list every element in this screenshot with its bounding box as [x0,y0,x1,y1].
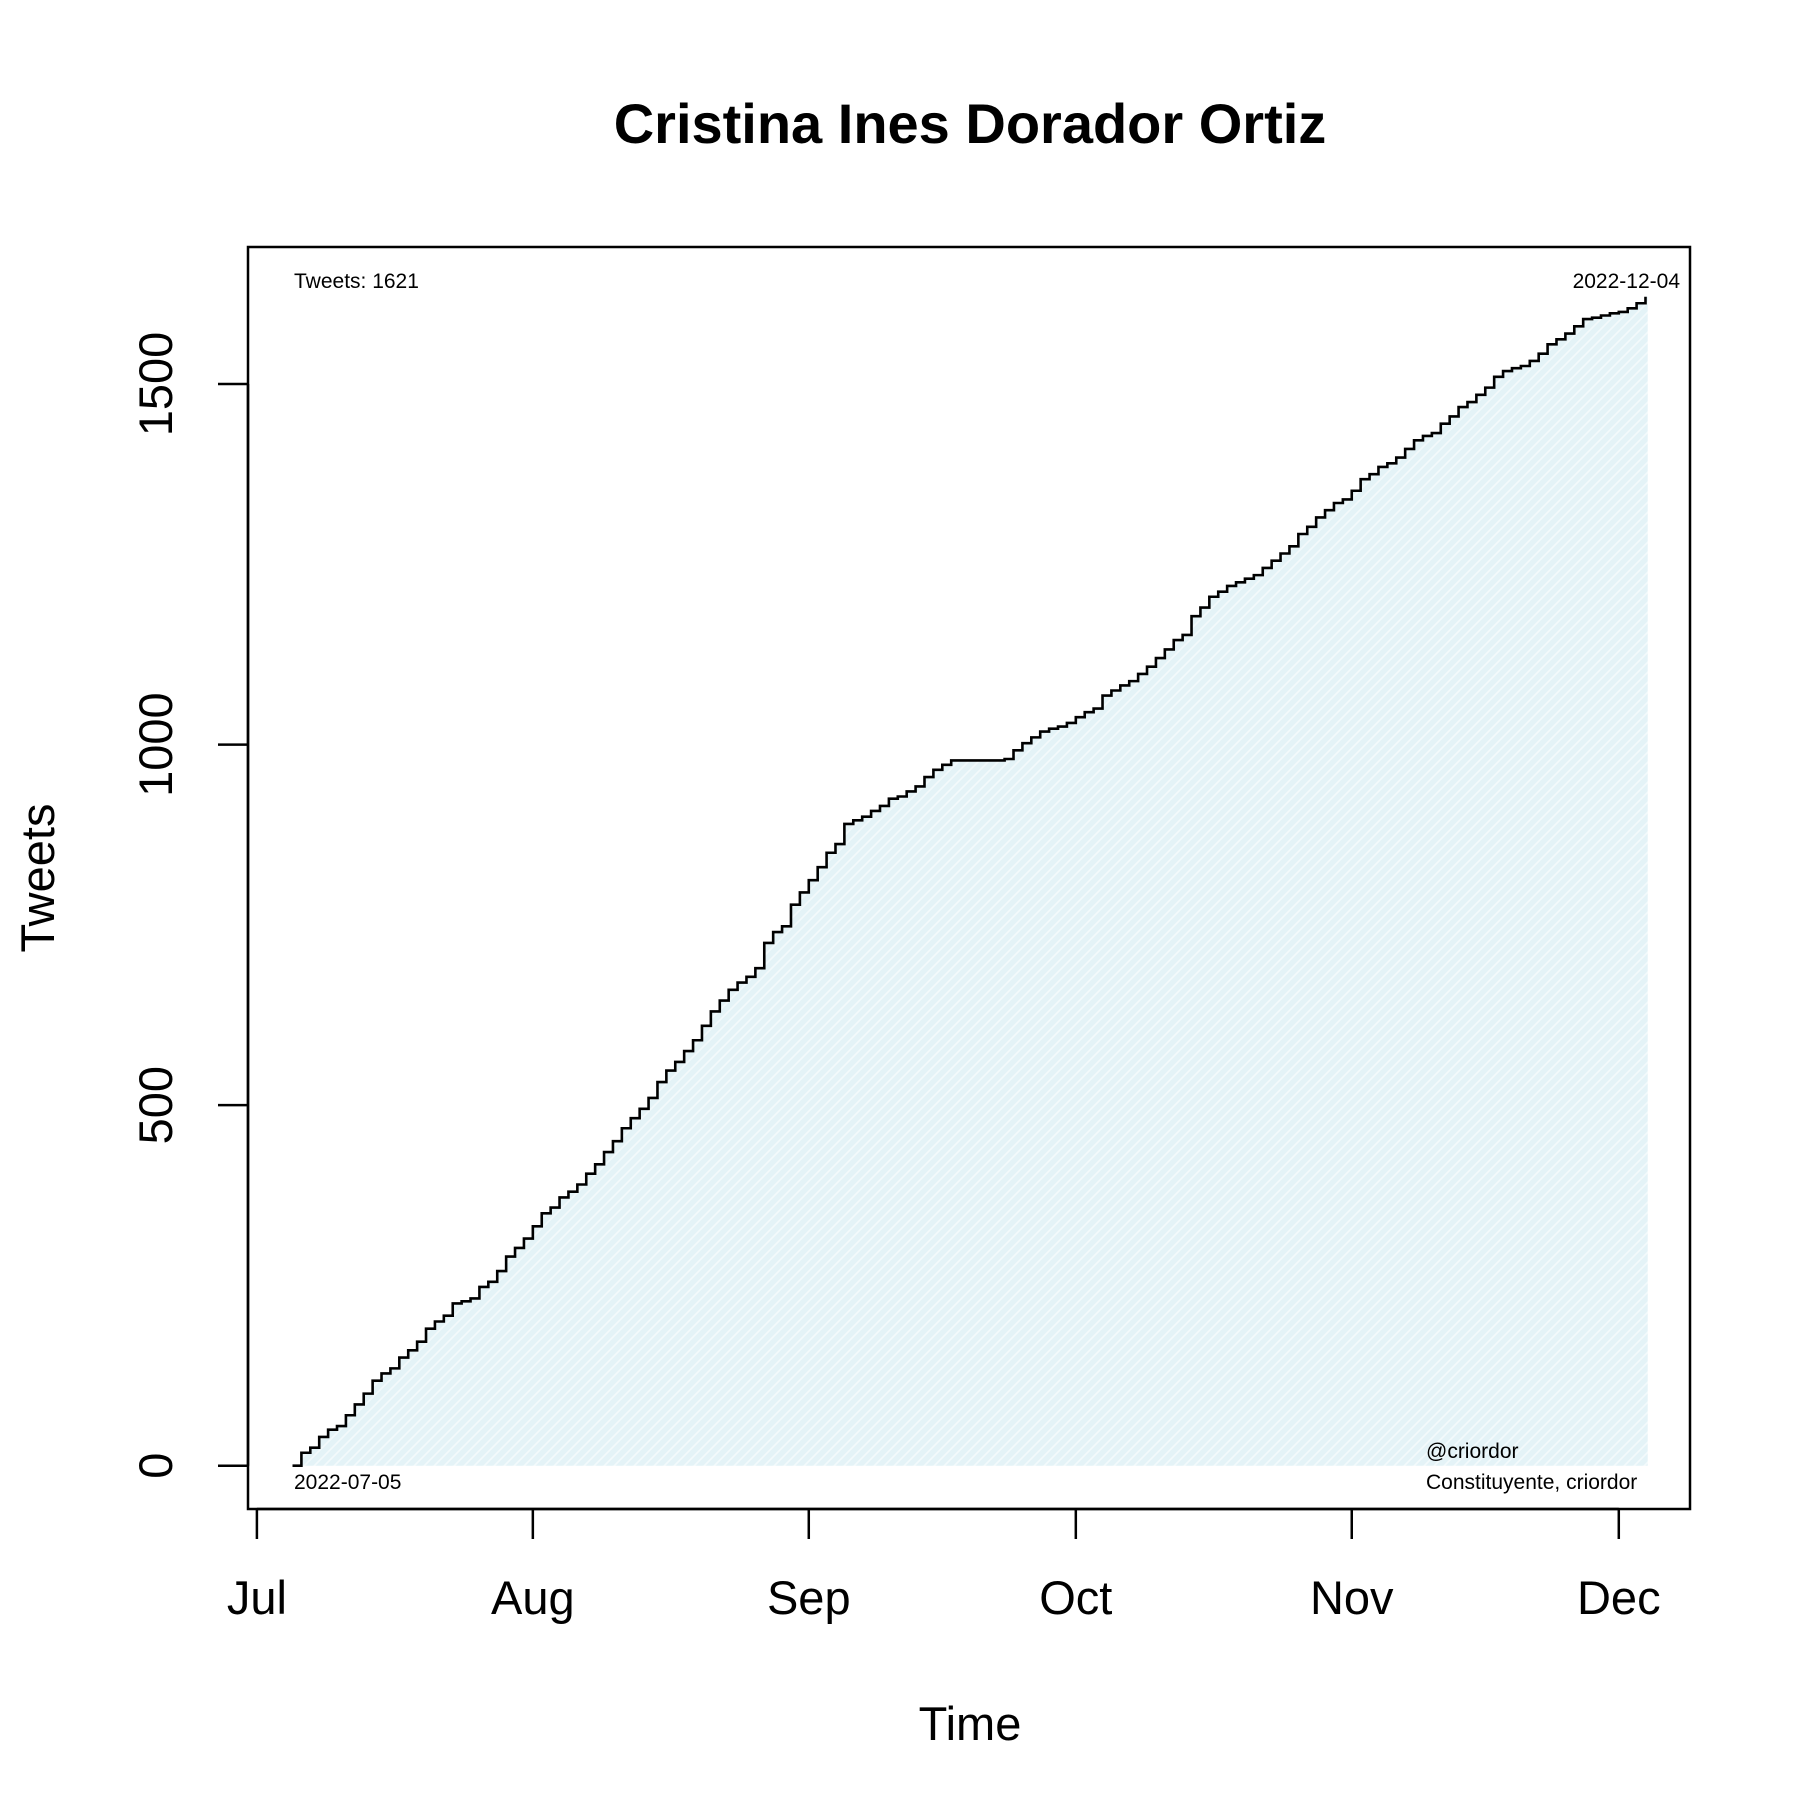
x-axis-label: Time [919,1697,1022,1750]
x-tick-label-5: Dec [1577,1571,1661,1624]
series-0-area [292,296,1648,1466]
y-tick-label-0: 0 [129,1453,182,1479]
handle-annotation: @criordor [1426,1440,1519,1463]
axis-layer: Jul Aug Sep Oct Nov Dec 0 500 1000 1500 [129,332,1661,1624]
description-annotation: Constituyente, criordor [1426,1471,1637,1494]
y-tick-label-3: 1500 [129,332,182,437]
x-tick-label-0: Jul [227,1571,287,1624]
plot-frame [246,245,1692,1511]
x-tick-label-2: Sep [767,1571,851,1624]
y-axis-label: Tweets [11,804,64,953]
y-tick-label-2: 1000 [129,692,182,797]
y-tick-label-1: 500 [129,1066,182,1144]
x-tick-label-1: Aug [491,1571,575,1624]
plot-layer [292,296,1648,1468]
x-tick-label-4: Nov [1310,1571,1394,1624]
series-0-line [292,296,1647,1468]
chart-title: Cristina Ines Dorador Ortiz [614,92,1327,155]
x-tick-label-3: Oct [1039,1571,1112,1624]
end-date-annotation: 2022-12-04 [1573,270,1681,293]
start-date-annotation: 2022-07-05 [294,1471,401,1494]
tweets-count-annotation: Tweets: 1621 [294,270,419,293]
